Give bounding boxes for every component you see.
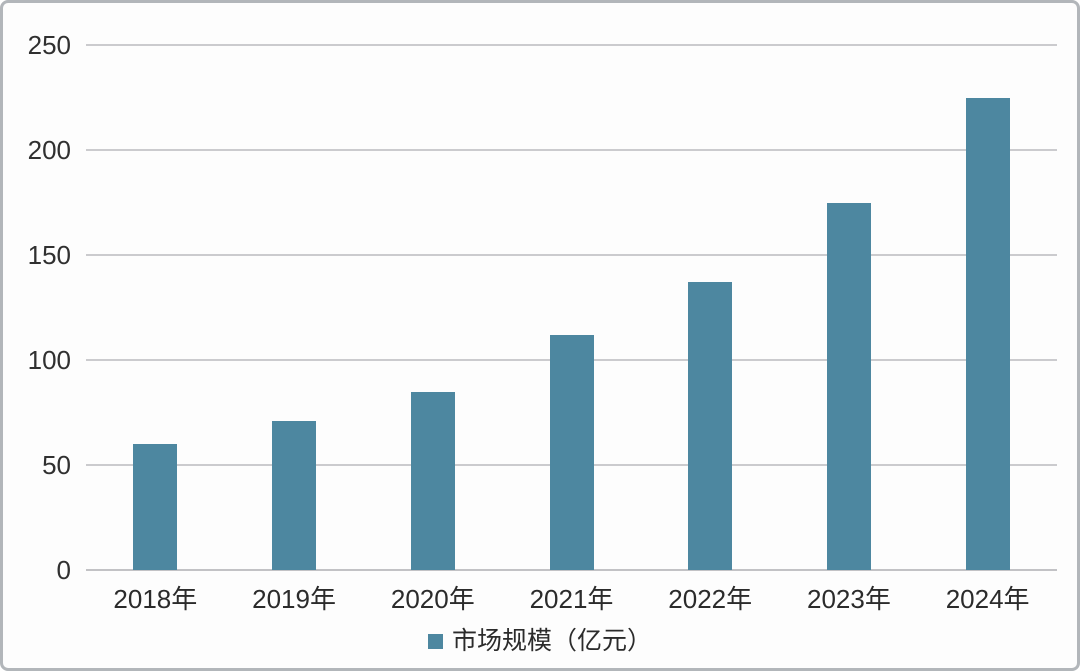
bar-2019年 bbox=[272, 420, 317, 570]
x-tick-label-2024年: 2024年 bbox=[945, 584, 1030, 614]
x-tick-label-2018年: 2018年 bbox=[113, 584, 198, 614]
y-tick-label-100: 100 bbox=[27, 345, 71, 375]
y-tick-label-200: 200 bbox=[27, 135, 71, 165]
gridline-0 bbox=[86, 569, 1057, 571]
x-axis-labels: 2018年 2019年 2020年 2021年 2022年 2023年 2024年 bbox=[86, 570, 1057, 616]
bar-2024年 bbox=[965, 97, 1010, 570]
bar-2022年 bbox=[688, 282, 733, 570]
y-tick-label-250: 250 bbox=[27, 30, 71, 60]
bar-2021年 bbox=[549, 334, 594, 570]
bar-2018年 bbox=[133, 444, 178, 570]
gridline-250 bbox=[86, 44, 1057, 46]
bar-2023年 bbox=[826, 202, 871, 570]
bar-2020年 bbox=[410, 391, 455, 570]
legend-swatch bbox=[427, 633, 443, 649]
y-tick-label-50: 50 bbox=[42, 450, 71, 480]
x-tick-label-2021年: 2021年 bbox=[529, 584, 614, 614]
gridline-200 bbox=[86, 149, 1057, 151]
legend-label: 市场规模（亿元） bbox=[451, 626, 652, 655]
y-tick-label-150: 150 bbox=[27, 240, 71, 270]
x-tick-label-2020年: 2020年 bbox=[390, 584, 475, 614]
plot-area: 2018年 2019年 2020年 2021年 2022年 2023年 2024年 bbox=[86, 44, 1057, 612]
y-tick-label-0: 0 bbox=[56, 555, 71, 585]
x-tick-label-2019年: 2019年 bbox=[252, 584, 336, 614]
legend: 市场规模（亿元） bbox=[3, 625, 1077, 657]
x-tick-label-2023年: 2023年 bbox=[807, 584, 891, 614]
x-tick-label-2022年: 2022年 bbox=[668, 584, 753, 614]
gridline-150 bbox=[86, 254, 1057, 256]
